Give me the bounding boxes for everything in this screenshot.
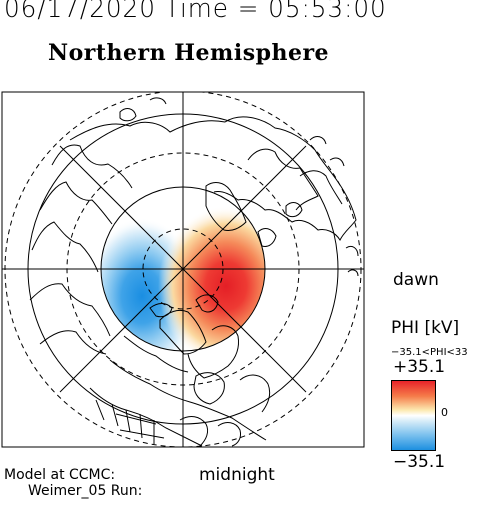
potential-cap — [101, 187, 265, 351]
colorbar-range-text: −35.1<PHI<33 — [391, 347, 468, 358]
continent-outlines — [29, 97, 359, 447]
meridian-lines — [2, 92, 364, 447]
dawn-label: dawn — [393, 270, 439, 290]
run-label: Weimer_05 Run: — [28, 483, 143, 499]
colorbar-title: PHI [kV] — [391, 318, 460, 338]
colorbar-min-label: −35.1 — [393, 452, 446, 472]
midnight-label: midnight — [199, 465, 275, 485]
date-time-header: 06/17/2020 Time = 05:53:00 — [4, 0, 387, 24]
hemisphere-title: Northern Hemisphere — [48, 40, 330, 66]
map-frame — [1, 91, 365, 448]
colorbar-zero-label: 0 — [441, 406, 448, 419]
colorbar-max-label: +35.1 — [393, 357, 446, 377]
colorbar — [391, 380, 436, 451]
model-label: Model at CCMC: — [4, 467, 116, 483]
